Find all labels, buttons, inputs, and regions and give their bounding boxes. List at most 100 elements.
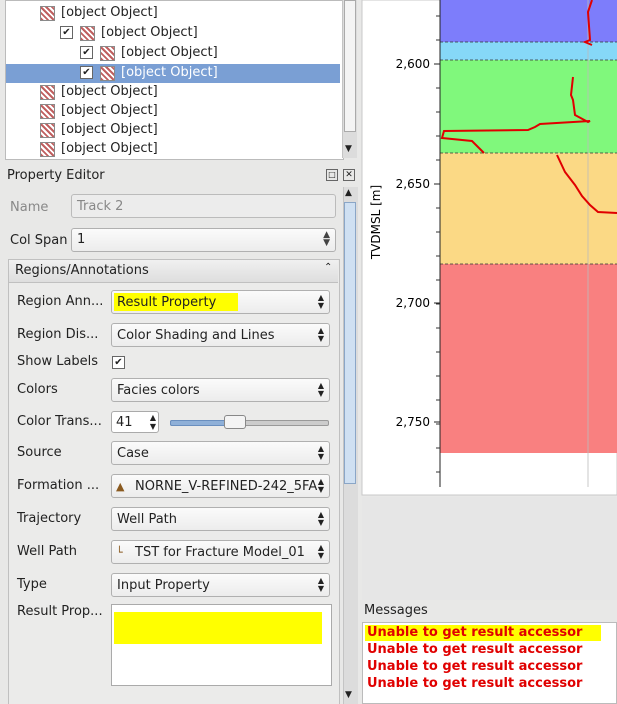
combo-value: Case <box>117 446 149 461</box>
zone <box>440 153 617 264</box>
combo[interactable]: Result Property ▲ ▼ <box>111 290 330 314</box>
field-label: Region Dis... <box>17 327 99 342</box>
field-label: Name <box>10 200 49 215</box>
combo-arrow: ▲ ▼ <box>323 230 330 248</box>
combo-icon: └ <box>116 546 123 559</box>
combo-arrow: ▲ ▼ <box>317 444 324 461</box>
tree-icon <box>100 46 115 61</box>
zone <box>440 264 617 453</box>
spin-arrows: ▲ ▼ <box>149 413 156 431</box>
field-label: Formation ... <box>17 478 100 493</box>
combo-value: 1 <box>77 232 86 247</box>
collapse-icon[interactable]: ⌃ <box>324 262 333 273</box>
field-label: Trajectory <box>17 511 82 526</box>
combo-value: Well Path <box>117 512 178 527</box>
tree-item[interactable]: [object Object] <box>61 103 158 118</box>
field-label: Col Span <box>10 233 68 248</box>
float-button[interactable]: □ <box>326 169 338 181</box>
checkbox[interactable]: ✔ <box>60 26 73 39</box>
combo-arrow: ▲ ▼ <box>317 576 324 593</box>
scroll-thumb[interactable] <box>344 0 356 132</box>
zone <box>440 42 617 60</box>
combo[interactable]: └ TST for Fracture Model_01 ▲ ▼ <box>111 540 330 564</box>
curve <box>440 0 617 214</box>
zone <box>440 0 617 42</box>
combo-arrow: ▲ ▼ <box>317 381 324 398</box>
combo-arrow: ▲ ▼ <box>317 510 324 527</box>
empty-area <box>362 497 617 600</box>
tree-icon <box>40 104 55 119</box>
combo-value: Result Property <box>117 295 217 310</box>
combo-arrow: ▲ ▼ <box>317 293 324 310</box>
highlight <box>114 293 238 311</box>
combo-arrow: ▲ ▼ <box>317 543 324 560</box>
highlight <box>365 625 601 641</box>
tick-label: 2,650 <box>396 177 430 191</box>
highlight <box>114 612 322 644</box>
slider-fill <box>170 420 232 426</box>
field-label: Source <box>17 445 62 460</box>
tree-icon <box>40 142 55 157</box>
group-title: Regions/Annotations <box>15 263 149 278</box>
panel-title: Messages <box>364 603 428 618</box>
combo-value: TST for Fracture Model_01 <box>135 545 305 560</box>
combo-arrow: ▲ ▼ <box>317 326 324 343</box>
tree-item[interactable]: [object Object] <box>61 122 158 137</box>
combo-arrow: ▲ ▼ <box>317 477 324 494</box>
checkbox[interactable]: ✔ <box>80 46 93 59</box>
combo-value: Facies colors <box>117 383 200 398</box>
zone <box>440 60 617 153</box>
field-label: Region Ann... <box>17 294 104 309</box>
combo[interactable]: Input Property ▲ ▼ <box>111 573 330 597</box>
combo-value: NORNE_V-REFINED-242_5FA <box>135 479 318 494</box>
tick-label: 2,600 <box>396 57 430 71</box>
plot-area: 2,600 2,650 2,700 2,750 TVDMSL [m] <box>361 0 617 600</box>
scroll-down[interactable]: ▼ <box>345 690 352 700</box>
tree-icon <box>40 123 55 138</box>
field-label: Show Labels <box>17 354 99 369</box>
tree-icon <box>40 6 55 21</box>
name-input[interactable]: Track 2 <box>71 194 336 218</box>
field-label: Type <box>17 577 47 592</box>
message: Unable to get result accessor <box>367 659 583 674</box>
field-label: Color Trans... <box>17 414 102 429</box>
tree-item[interactable]: [object Object] <box>121 45 218 60</box>
combo[interactable]: Facies colors ▲ ▼ <box>111 378 330 402</box>
combo[interactable]: Well Path ▲ ▼ <box>111 507 330 531</box>
checkbox[interactable]: ✔ <box>80 66 93 79</box>
slider-handle[interactable] <box>224 415 246 429</box>
combo[interactable]: Case ▲ ▼ <box>111 441 330 465</box>
col-span-combo[interactable]: 1 ▲ ▼ <box>71 228 336 252</box>
scroll-thumb[interactable] <box>344 202 356 484</box>
spin-value: 41 <box>116 415 133 430</box>
field-label: Colors <box>17 382 58 397</box>
tick-label: 2,700 <box>396 296 430 310</box>
tree-item[interactable]: [object Object] <box>101 25 198 40</box>
tree-icon <box>100 66 115 81</box>
field-label: Well Path <box>17 544 78 559</box>
tree-icon <box>40 85 55 100</box>
combo[interactable]: Color Shading and Lines ▲ ▼ <box>111 323 330 347</box>
close-button[interactable]: ✕ <box>343 169 355 181</box>
combo-value: Input Property <box>117 578 210 593</box>
tick-label: 2,750 <box>396 415 430 429</box>
message: Unable to get result accessor <box>367 625 583 640</box>
scroll-up[interactable]: ▲ <box>345 188 352 198</box>
tree-item[interactable]: [object Object] <box>61 84 158 99</box>
field-label: Result Prop... <box>17 604 103 619</box>
spin-box[interactable]: 41 ▲ ▼ <box>111 411 159 433</box>
tree-item[interactable]: [object Object] <box>61 5 158 20</box>
message: Unable to get result accessor <box>367 642 583 657</box>
scroll-down[interactable]: ▼ <box>345 144 352 154</box>
tree-icon <box>80 26 95 41</box>
axis-label: TVDMSL [m] <box>369 185 383 260</box>
tree-item[interactable]: [object Object] <box>121 65 218 80</box>
combo[interactable]: ▲ NORNE_V-REFINED-242_5FA ▲ ▼ <box>111 474 330 498</box>
panel-title: Property Editor <box>7 168 105 183</box>
tree-item[interactable]: [object Object] <box>61 141 158 156</box>
message: Unable to get result accessor <box>367 676 583 691</box>
group-header[interactable] <box>9 260 338 283</box>
checkbox[interactable]: ✔ <box>112 356 125 369</box>
combo-value: Color Shading and Lines <box>117 328 275 343</box>
